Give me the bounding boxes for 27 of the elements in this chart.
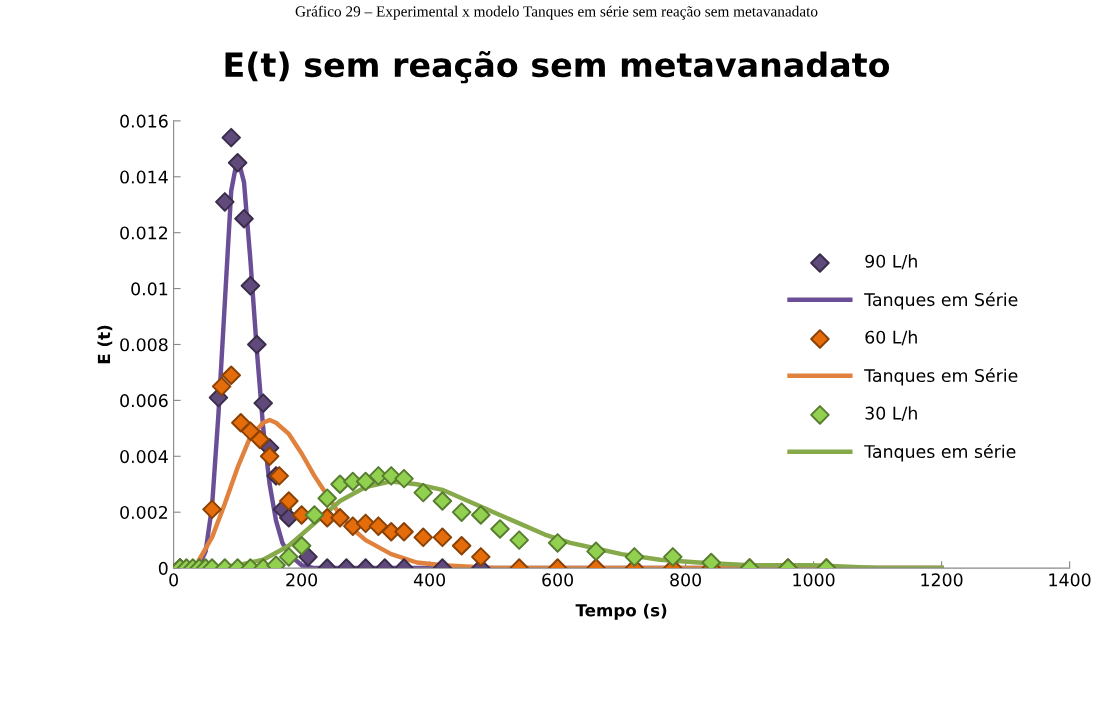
legend-label: Tanques em Série (864, 367, 1018, 386)
x-tick-label: 1400 (1049, 573, 1091, 587)
y-tick-label: 0.014 (120, 170, 168, 184)
y-tick-label: 0.004 (120, 449, 168, 464)
chart-title: E(t) sem reação sem metavanadato (225, 50, 890, 84)
y-axis-title: E (t) (97, 325, 113, 364)
legend-label: 30 L/h (865, 406, 917, 422)
y-tick-label: 0 (158, 561, 168, 575)
x-tick-label: 0 (169, 573, 178, 587)
legend-label: 60 L/h (865, 330, 917, 346)
y-tick-label: 0.002 (120, 505, 168, 520)
y-tick-label: 0.012 (120, 226, 168, 240)
legend-label: Tanques em Série (864, 292, 1018, 310)
y-tick-label: 0.006 (120, 394, 168, 408)
y-tick-label: 0.008 (120, 338, 168, 352)
legend-label: 90 L/h (865, 254, 917, 270)
x-tick-label: 1200 (921, 573, 963, 587)
x-tick-label: 200 (286, 573, 318, 587)
legend-label: Tanques em série (864, 443, 1016, 462)
x-axis-title: Tempo (s) (575, 603, 667, 620)
y-tick-label: 0.016 (120, 114, 168, 128)
x-tick-label: 800 (670, 573, 702, 587)
x-tick-label: 400 (413, 573, 446, 587)
x-tick-label: 600 (542, 573, 574, 587)
x-tick-label: 1000 (793, 573, 835, 587)
y-tick-label: 0.01 (131, 282, 168, 296)
text: Gráfico 29 – Experimental x modelo Tanques em série sem reação sem metavanadato (295, 5, 818, 20)
